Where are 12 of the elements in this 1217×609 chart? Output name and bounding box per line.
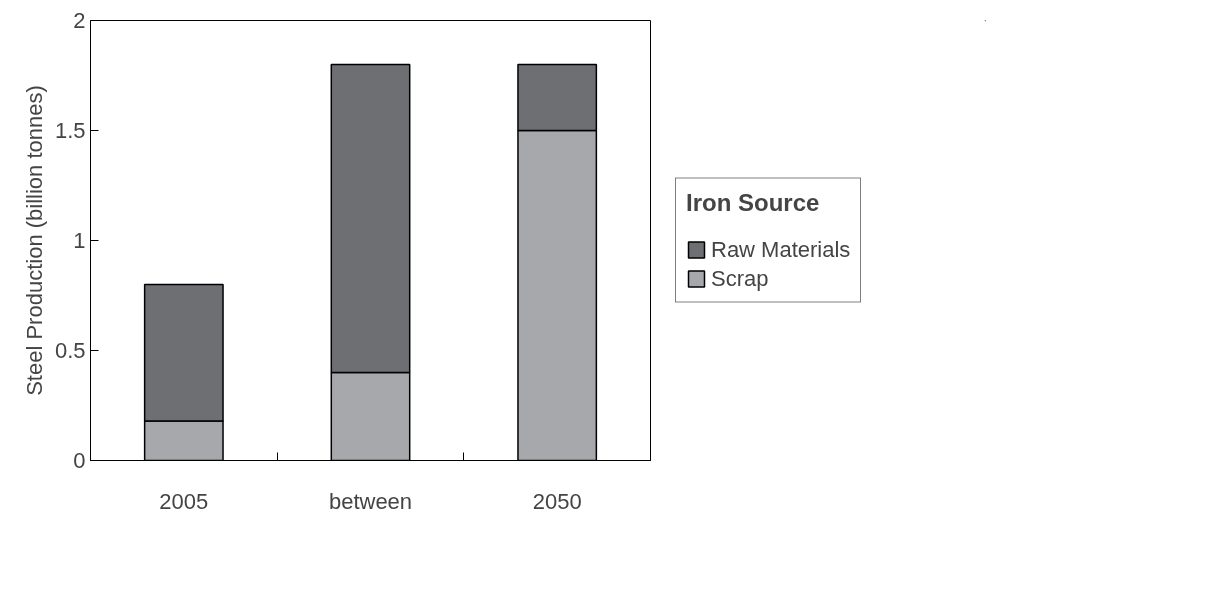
x-tick-label: between — [328, 488, 413, 514]
x-tick-label: 2050 — [532, 488, 582, 514]
y-tick-label: 1 — [73, 228, 86, 253]
y-tick-label: 1.5 — [54, 118, 86, 143]
legend-label: Scrap — [711, 265, 769, 292]
y-axis-title: Steel Production (billion tonnes) — [21, 85, 47, 396]
y-tick-label: 2 — [73, 8, 86, 33]
legend-title: Iron Source — [686, 188, 821, 217]
y-tick-label: 0 — [73, 448, 86, 473]
legend-label: Raw Materials — [711, 236, 851, 263]
y-tick-label: 0.5 — [54, 338, 86, 363]
x-tick-label: 2005 — [159, 488, 209, 514]
